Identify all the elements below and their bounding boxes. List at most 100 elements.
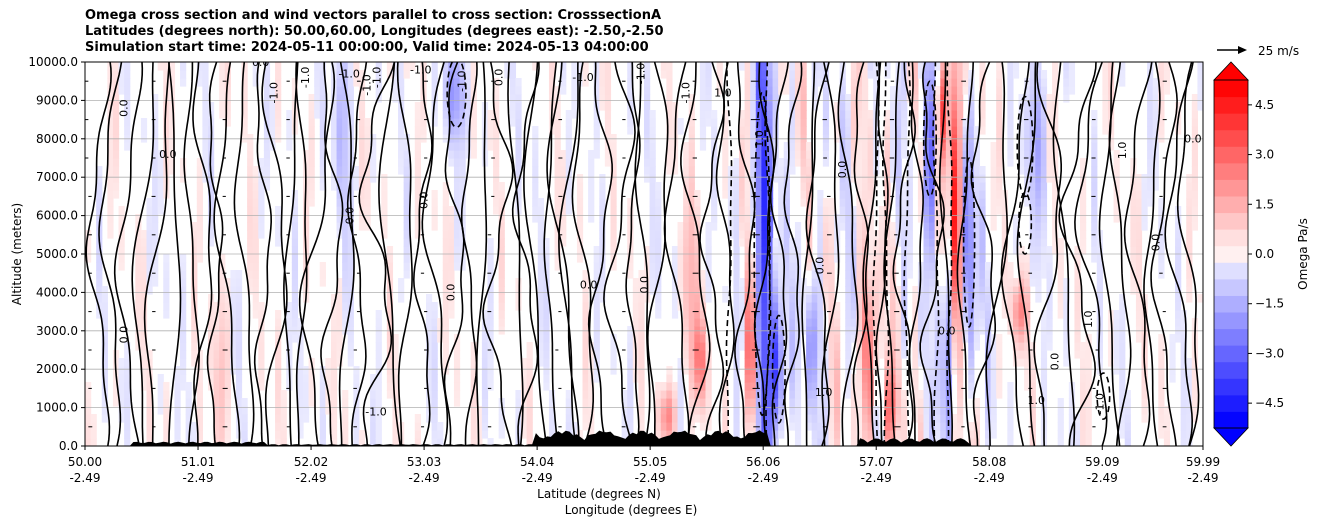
omega-cell xyxy=(588,390,595,399)
omega-cell xyxy=(957,374,964,383)
omega-cell xyxy=(1024,190,1031,199)
omega-cell xyxy=(252,78,259,87)
omega-cell xyxy=(772,278,779,287)
omega-cell xyxy=(867,302,874,311)
omega-cell xyxy=(856,390,863,399)
omega-cell xyxy=(319,182,326,191)
omega-cell xyxy=(453,94,461,103)
omega-cell xyxy=(157,198,164,207)
omega-cell xyxy=(962,222,969,231)
omega-cell xyxy=(347,254,354,263)
omega-cell xyxy=(957,270,964,279)
omega-cell xyxy=(576,62,584,71)
omega-cell xyxy=(1040,334,1048,343)
omega-cell xyxy=(856,198,863,207)
omega-cell xyxy=(912,390,919,399)
omega-cell xyxy=(314,86,321,95)
omega-cell xyxy=(845,206,852,215)
omega-cell xyxy=(733,262,740,271)
omega-cell xyxy=(1040,342,1048,351)
omega-cell xyxy=(945,182,953,191)
omega-cell xyxy=(940,350,947,359)
omega-cell xyxy=(375,374,382,383)
omega-cell xyxy=(180,334,187,343)
omega-cell xyxy=(235,310,243,319)
omega-cell xyxy=(627,206,634,215)
omega-cell xyxy=(778,270,785,279)
omega-cell xyxy=(945,198,953,207)
omega-cell xyxy=(448,270,455,279)
omega-cell xyxy=(929,262,936,271)
omega-cell xyxy=(856,270,863,279)
omega-cell xyxy=(263,174,271,183)
omega-cell xyxy=(934,110,941,119)
omega-cell xyxy=(280,398,287,407)
omega-cell xyxy=(940,334,947,343)
omega-cell xyxy=(973,174,980,183)
omega-cell xyxy=(917,142,925,151)
omega-cell xyxy=(548,422,556,431)
omega-cell xyxy=(917,294,925,303)
omega-cell xyxy=(565,142,572,151)
contour-line-zero xyxy=(883,62,900,446)
omega-cell xyxy=(671,294,679,303)
omega-cell xyxy=(951,422,958,431)
omega-cell xyxy=(677,382,684,391)
omega-cell xyxy=(358,198,366,207)
omega-cell xyxy=(375,342,382,351)
omega-cell xyxy=(537,334,544,343)
omega-cell xyxy=(191,318,198,327)
omega-cell xyxy=(532,182,539,191)
omega-cell xyxy=(118,206,125,215)
omega-cell xyxy=(599,230,606,239)
omega-cell xyxy=(817,438,824,446)
omega-cell xyxy=(1029,366,1036,375)
omega-cell xyxy=(923,174,930,183)
omega-cell xyxy=(403,142,410,151)
omega-cell xyxy=(750,182,757,191)
omega-cell xyxy=(822,254,830,263)
omega-cell xyxy=(593,246,600,255)
omega-cell xyxy=(1046,254,1053,263)
omega-cell xyxy=(347,294,354,303)
omega-cell xyxy=(800,310,807,319)
omega-cell xyxy=(806,334,813,343)
omega-cell xyxy=(1018,334,1025,343)
omega-cell xyxy=(940,374,947,383)
omega-cell xyxy=(604,158,612,167)
omega-cell xyxy=(940,62,947,71)
omega-cell xyxy=(588,398,595,407)
omega-cell xyxy=(263,166,271,175)
omega-cell xyxy=(459,166,466,175)
omega-cell xyxy=(979,174,986,183)
omega-cell xyxy=(822,438,830,446)
omega-cell xyxy=(962,318,969,327)
omega-cell xyxy=(1035,262,1042,271)
omega-cell xyxy=(923,94,930,103)
omega-cell xyxy=(453,382,461,391)
omega-cell xyxy=(342,206,349,215)
omega-cell xyxy=(711,198,718,207)
omega-cell xyxy=(867,398,874,407)
omega-cell xyxy=(152,190,159,199)
omega-cell xyxy=(867,190,874,199)
omega-cell xyxy=(666,430,673,439)
omega-cell xyxy=(140,270,148,279)
omega-cell xyxy=(744,78,751,87)
omega-cell xyxy=(1186,190,1193,199)
omega-cell xyxy=(996,342,1003,351)
omega-cell xyxy=(884,134,891,143)
omega-cell xyxy=(247,158,254,167)
omega-cell xyxy=(342,230,349,239)
omega-cell xyxy=(481,398,489,407)
omega-cell xyxy=(152,94,159,103)
omega-cell xyxy=(1158,262,1165,271)
omega-cell xyxy=(1130,262,1137,271)
omega-cell xyxy=(878,206,885,215)
omega-cell xyxy=(856,246,863,255)
omega-cell xyxy=(207,182,215,191)
omega-cell xyxy=(1163,414,1171,423)
omega-cell xyxy=(124,390,131,399)
omega-cell xyxy=(1040,78,1048,87)
omega-cell xyxy=(1152,102,1159,111)
